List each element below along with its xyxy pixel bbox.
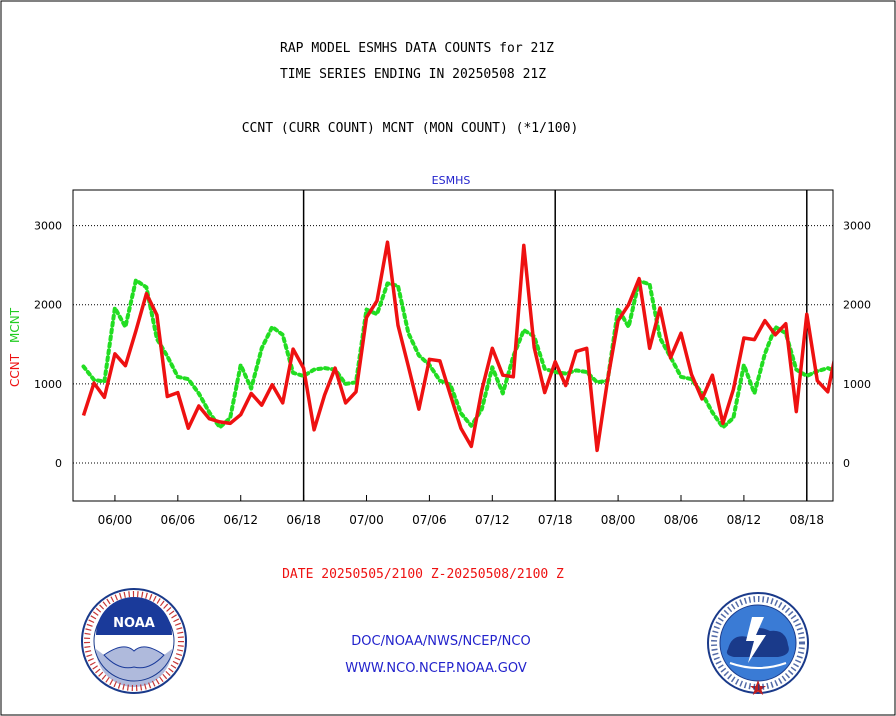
ylabel-ccnt: CCNT <box>8 353 22 387</box>
nws-logo <box>707 592 809 695</box>
x-tick-label: 06/06 <box>161 513 196 527</box>
y-tick-label-left: 2000 <box>34 299 62 312</box>
x-tick-label: 08/06 <box>664 513 699 527</box>
grid-layer <box>73 225 833 464</box>
plot-frame <box>72 189 834 502</box>
y-tick-label-left: 1000 <box>34 378 62 391</box>
x-tick-label: 08/18 <box>789 513 824 527</box>
x-tick-label: 07/12 <box>475 513 510 527</box>
series-line-mcnt <box>81 278 833 430</box>
x-tick-label: 07/06 <box>412 513 447 527</box>
y-tick-label-right: 2000 <box>843 299 871 312</box>
x-tick-label: 06/18 <box>286 513 321 527</box>
axis-layer: 0 0 1000 1000 2000 2000 3000 3000 06/00 06/06 06/1… <box>34 220 871 527</box>
y-tick-label-left: 0 <box>55 457 62 470</box>
title-line-2: TIME SERIES ENDING IN 20250508 21Z <box>280 67 546 82</box>
date-range: DATE 20250505/2100 Z-20250508/2100 Z <box>282 567 564 582</box>
title-line-1: RAP MODEL ESMHS DATA COUNTS for 21Z <box>280 41 554 56</box>
y-tick-label-left: 3000 <box>34 220 62 233</box>
day-divider-layer <box>302 190 808 501</box>
x-tick-label: 07/18 <box>538 513 573 527</box>
x-tick-label: 06/12 <box>223 513 258 527</box>
y-tick-label-right: 1000 <box>843 378 871 391</box>
x-tick-label: 08/00 <box>601 513 636 527</box>
x-tick-label: 08/12 <box>727 513 762 527</box>
subtitle: CCNT (CURR COUNT) MCNT (MON COUNT) (*1/1… <box>242 121 579 136</box>
url-text: WWW.NCO.NCEP.NOAA.GOV <box>345 661 527 676</box>
y-tick-label-right: 0 <box>843 457 850 470</box>
series-layer <box>81 240 833 453</box>
y-tick-label-right: 3000 <box>843 220 871 233</box>
x-tick-label: 06/00 <box>98 513 133 527</box>
org-text: DOC/NOAA/NWS/NCEP/NCO <box>351 634 530 649</box>
ylabel-mcnt: MCNT <box>8 307 22 343</box>
svg-text:NOAA: NOAA <box>113 616 155 631</box>
noaa-logo: NOAA <box>81 588 187 694</box>
chart-title: ESMHS <box>432 174 471 187</box>
series-line-ccnt <box>81 240 833 453</box>
x-tick-label: 07/00 <box>349 513 384 527</box>
